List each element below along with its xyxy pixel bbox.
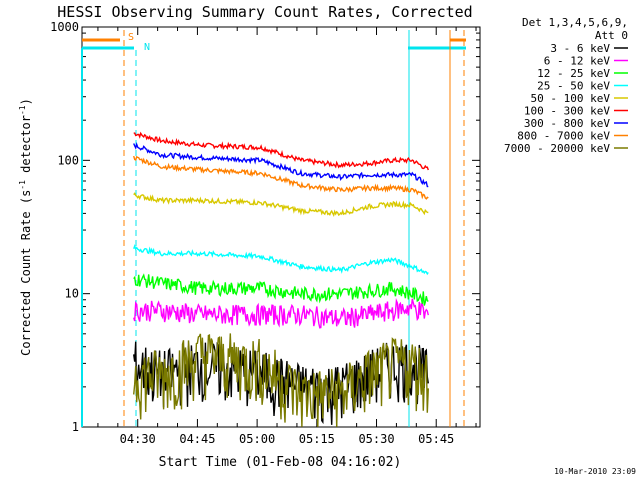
legend-label: 100 - 300 keV bbox=[524, 105, 610, 118]
legend-label: 6 - 12 keV bbox=[544, 55, 611, 68]
x-tick-label: 04:30 bbox=[120, 432, 156, 446]
legend-label: 800 - 7000 keV bbox=[517, 130, 610, 143]
y-axis-label: Corrected Count Rate (s-1 detector-1) bbox=[18, 98, 33, 356]
y-tick-label: 1000 bbox=[50, 20, 79, 34]
series-line-6-12-kev bbox=[133, 298, 429, 329]
flag-markers: SN bbox=[81, 30, 466, 427]
series-group bbox=[133, 131, 429, 427]
y-tick-label: 10 bbox=[65, 287, 79, 301]
legend-header-attenuator: Att 0 bbox=[595, 29, 628, 42]
legend-label: 3 - 6 keV bbox=[550, 42, 610, 55]
legend-label: 12 - 25 keV bbox=[537, 67, 610, 80]
y-axis: 1 10 100 1000 bbox=[50, 20, 480, 434]
series-line-25-50-kev bbox=[133, 244, 429, 276]
series-line-800-7000-kev bbox=[133, 155, 429, 200]
y-tick-label: 1 bbox=[72, 420, 79, 434]
chart-title: HESSI Observing Summary Count Rates, Cor… bbox=[57, 3, 472, 21]
footer-timestamp: 10-Mar-2010 23:09 bbox=[554, 467, 636, 476]
y-tick-label: 100 bbox=[57, 153, 79, 167]
x-tick-label: 05:45 bbox=[418, 432, 454, 446]
x-axis-label: Start Time (01-Feb-08 04:16:02) bbox=[159, 455, 402, 470]
legend-label: 50 - 100 keV bbox=[531, 92, 611, 105]
legend-label: 25 - 50 keV bbox=[537, 80, 610, 93]
x-axis: 04:30 04:45 05:00 05:15 05:30 05:45 bbox=[97, 27, 477, 446]
x-tick-label: 05:00 bbox=[239, 432, 275, 446]
x-tick-label: 04:45 bbox=[179, 432, 215, 446]
x-tick-label: 05:15 bbox=[299, 432, 335, 446]
series-line-50-100-kev bbox=[133, 192, 429, 217]
saa-label: S bbox=[128, 32, 134, 43]
legend-label: 300 - 800 keV bbox=[524, 117, 610, 130]
series-line-12-25-kev bbox=[133, 273, 429, 306]
legend-header-detectors: Det 1,3,4,5,6,9, bbox=[522, 16, 628, 29]
legend-label: 7000 - 20000 keV bbox=[504, 142, 610, 155]
series-line-7000-20000-kev bbox=[133, 333, 429, 427]
night-label: N bbox=[144, 42, 150, 53]
series-line-300-800-kev bbox=[133, 142, 429, 188]
series-line-100-300-kev bbox=[133, 131, 429, 171]
x-tick-label: 05:30 bbox=[358, 432, 394, 446]
